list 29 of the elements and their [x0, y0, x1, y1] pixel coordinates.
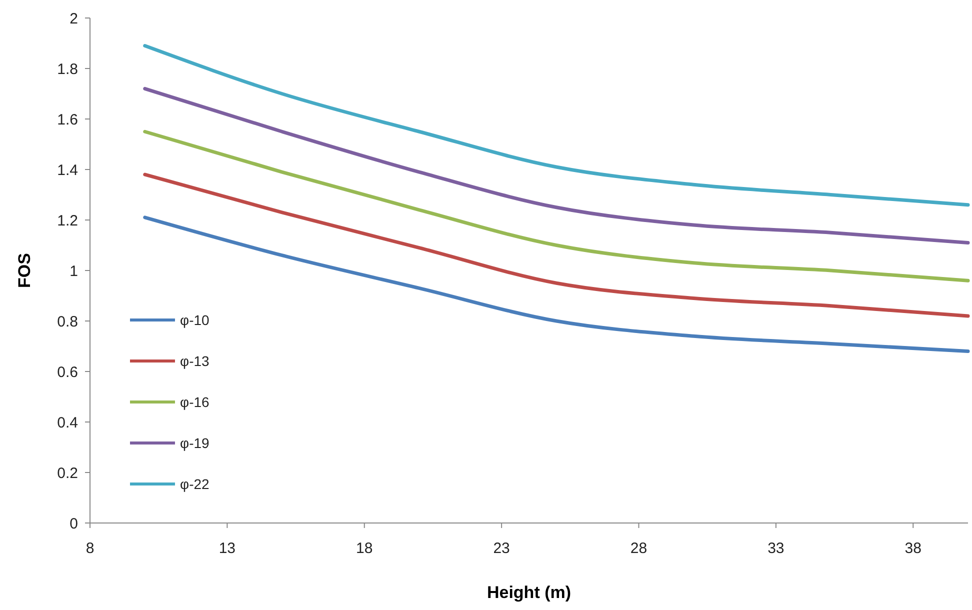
- y-tick-label: 1.2: [57, 212, 78, 230]
- x-tick-label: 23: [493, 540, 510, 557]
- y-tick-label: 2: [70, 10, 78, 28]
- y-tick-label: 0: [70, 515, 78, 532]
- line-series: [143, 86, 970, 244]
- line-series: [143, 216, 970, 354]
- x-tick-label: 13: [218, 540, 236, 557]
- line-series: [143, 44, 970, 207]
- y-tick-label: 1: [70, 262, 78, 280]
- legend-label: φ-10: [180, 312, 210, 328]
- x-tick-label: 38: [904, 540, 922, 557]
- y-axis-title: FOS: [15, 253, 34, 288]
- x-tick-label: 18: [356, 540, 373, 557]
- x-tick-label: 33: [768, 540, 784, 557]
- y-tick-label: 0.4: [57, 414, 78, 432]
- x-tick-label: 28: [630, 540, 648, 557]
- y-tick-label: 1.8: [57, 60, 78, 78]
- x-axis-title: Height (m): [486, 583, 572, 602]
- legend-label: φ-13: [180, 352, 210, 369]
- y-tick-label: 0.2: [57, 464, 78, 482]
- legend-label: φ-16: [180, 394, 210, 410]
- legend-label: φ-19: [180, 434, 210, 451]
- line-series: [143, 130, 970, 282]
- y-tick-label: 0.6: [57, 364, 78, 381]
- y-tick-label: 1.4: [57, 162, 78, 179]
- y-tick-label: 0.8: [57, 313, 78, 330]
- legend-label: φ-22: [180, 476, 210, 492]
- x-tick-label: 8: [86, 540, 94, 557]
- y-tick-label: 1.6: [57, 111, 78, 128]
